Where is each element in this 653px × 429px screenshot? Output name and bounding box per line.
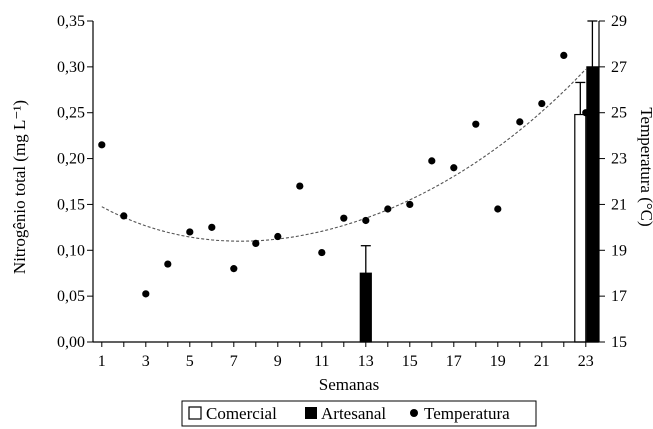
axes-layer: 0,000,050,100,150,200,250,300,3515171921… [57, 13, 627, 370]
temperature-point-week-2 [120, 212, 128, 220]
y-axis-title: Nitrogênio total (mg L⁻¹) [10, 100, 29, 274]
temperature-point-week-9 [274, 232, 282, 241]
y2-tick-label: 21 [611, 196, 627, 213]
temperature-point-week-17 [450, 164, 458, 172]
x-tick-label: 3 [142, 353, 150, 370]
y2-tick-label: 25 [611, 105, 627, 122]
y2-tick-label: 15 [611, 334, 627, 351]
legend-label-artesanal: Artesanal [321, 404, 386, 423]
temperature-point-week-3 [142, 290, 150, 298]
temperature-point-week-6 [208, 223, 216, 231]
x-tick-label: 5 [186, 353, 194, 370]
bar-comercial-week-23 [574, 113, 587, 343]
temperature-point-week-10 [296, 182, 304, 190]
legend-frame [181, 400, 537, 427]
temperature-point-week-12 [340, 214, 348, 222]
y2-axis-title: Temperatura (°C) [637, 107, 653, 226]
x-tick-label: 11 [314, 353, 329, 370]
y2-tick-label: 17 [611, 288, 627, 305]
x-axis-title: Semanas [319, 375, 379, 394]
temperature-point-week-13 [362, 216, 370, 225]
temperature-point-week-16 [428, 157, 436, 165]
y2-tick-label: 19 [611, 242, 627, 259]
legend-swatch-comercial [188, 406, 202, 420]
temperature-point-week-15 [406, 200, 414, 209]
temperature-point-week-4 [164, 260, 172, 268]
legend-swatch-temperatura [410, 409, 418, 417]
trend-layer [101, 68, 587, 242]
temperature-point-week-19 [494, 205, 502, 213]
temperature-trend-curve [101, 68, 587, 242]
bars-layer [359, 20, 599, 343]
x-tick-label: 15 [402, 353, 418, 370]
legend-label-temperatura: Temperatura [424, 404, 510, 423]
x-tick-label: 23 [578, 353, 594, 370]
temperature-point-week-1 [98, 141, 106, 149]
legend-swatch-artesanal [305, 407, 317, 419]
bar-artesanal-week-13 [359, 272, 372, 343]
temperature-point-week-14 [384, 205, 392, 213]
x-tick-label: 1 [98, 353, 106, 370]
temperature-point-week-18 [472, 120, 480, 128]
x-tick-label: 7 [230, 353, 238, 370]
x-tick-label: 17 [446, 353, 462, 370]
temperature-point-week-21 [538, 99, 546, 108]
y-tick-label: 0,25 [57, 105, 85, 122]
y-tick-label: 0,00 [57, 334, 85, 351]
legend: Comercial Artesanal Temperatura [181, 400, 537, 427]
temperature-point-week-22 [560, 51, 568, 59]
y-tick-label: 0,20 [57, 151, 85, 168]
temperature-point-week-8 [252, 239, 260, 248]
y-tick-label: 0,05 [57, 288, 85, 305]
x-tick-label: 19 [490, 353, 506, 370]
y2-tick-label: 29 [611, 13, 627, 30]
temperature-point-week-11 [318, 248, 326, 257]
temperature-point-week-23 [582, 109, 590, 117]
y-tick-label: 0,10 [57, 242, 85, 259]
y-tick-label: 0,15 [57, 196, 85, 213]
temperature-point-week-5 [186, 228, 194, 236]
temperature-point-week-7 [230, 265, 238, 273]
x-tick-label: 13 [358, 353, 374, 370]
x-tick-label: 9 [274, 353, 282, 370]
temperature-points-layer [98, 51, 590, 298]
y-tick-label: 0,35 [57, 13, 85, 30]
y-tick-label: 0,30 [57, 59, 85, 76]
bar-artesanal-week-23 [586, 66, 599, 343]
temperature-point-week-20 [516, 118, 524, 126]
legend-label-comercial: Comercial [206, 404, 277, 423]
x-tick-label: 21 [534, 353, 550, 370]
y2-tick-label: 23 [611, 151, 627, 168]
y2-tick-label: 27 [611, 59, 627, 76]
